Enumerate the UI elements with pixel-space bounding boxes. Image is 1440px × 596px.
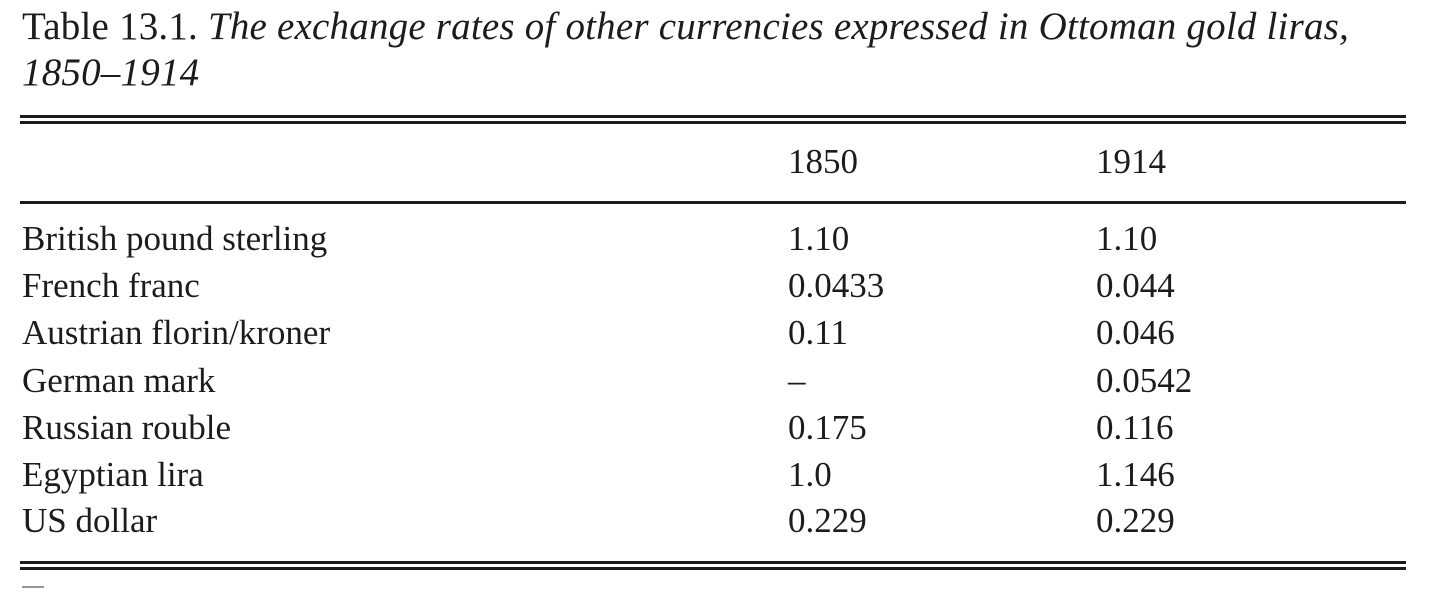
- cropped-footnote-fragment: [22, 586, 44, 596]
- header-rule: [20, 201, 1406, 204]
- table-number: Table 13.1.: [22, 5, 199, 48]
- cell-austrian-florin-1850: 0.11: [788, 313, 848, 352]
- row-label-french-franc: French franc: [22, 266, 200, 305]
- table-title: The exchange rates of other currencies e…: [22, 5, 1349, 94]
- row-label-german-mark: German mark: [22, 361, 216, 400]
- row-label-austrian-florin: Austrian florin/kroner: [22, 313, 331, 352]
- cell-french-franc-1914: 0.044: [1096, 266, 1175, 305]
- cell-egyptian-lira-1914: 1.146: [1096, 455, 1175, 494]
- cell-russian-rouble-1850: 0.175: [788, 408, 867, 447]
- cell-austrian-florin-1914: 0.046: [1096, 313, 1175, 352]
- row-label-us-dollar: US dollar: [22, 501, 158, 540]
- cell-british-pound-1850: 1.10: [788, 219, 850, 258]
- column-header-1914: 1914: [1096, 142, 1166, 181]
- table-caption: Table 13.1. The exchange rates of other …: [22, 4, 1422, 96]
- cell-german-mark-1850: –: [788, 361, 806, 400]
- top-double-rule: [20, 115, 1406, 124]
- bottom-double-rule: [20, 561, 1406, 570]
- cell-german-mark-1914: 0.0542: [1096, 361, 1193, 400]
- cell-russian-rouble-1914: 0.116: [1096, 408, 1174, 447]
- cell-us-dollar-1914: 0.229: [1096, 501, 1175, 540]
- row-label-russian-rouble: Russian rouble: [22, 408, 232, 447]
- row-label-egyptian-lira: Egyptian lira: [22, 455, 204, 494]
- column-header-1850: 1850: [788, 142, 858, 181]
- cell-british-pound-1914: 1.10: [1096, 219, 1158, 258]
- cell-egyptian-lira-1850: 1.0: [788, 455, 832, 494]
- cell-french-franc-1850: 0.0433: [788, 266, 885, 305]
- row-label-british-pound: British pound sterling: [22, 219, 328, 258]
- cell-us-dollar-1850: 0.229: [788, 501, 867, 540]
